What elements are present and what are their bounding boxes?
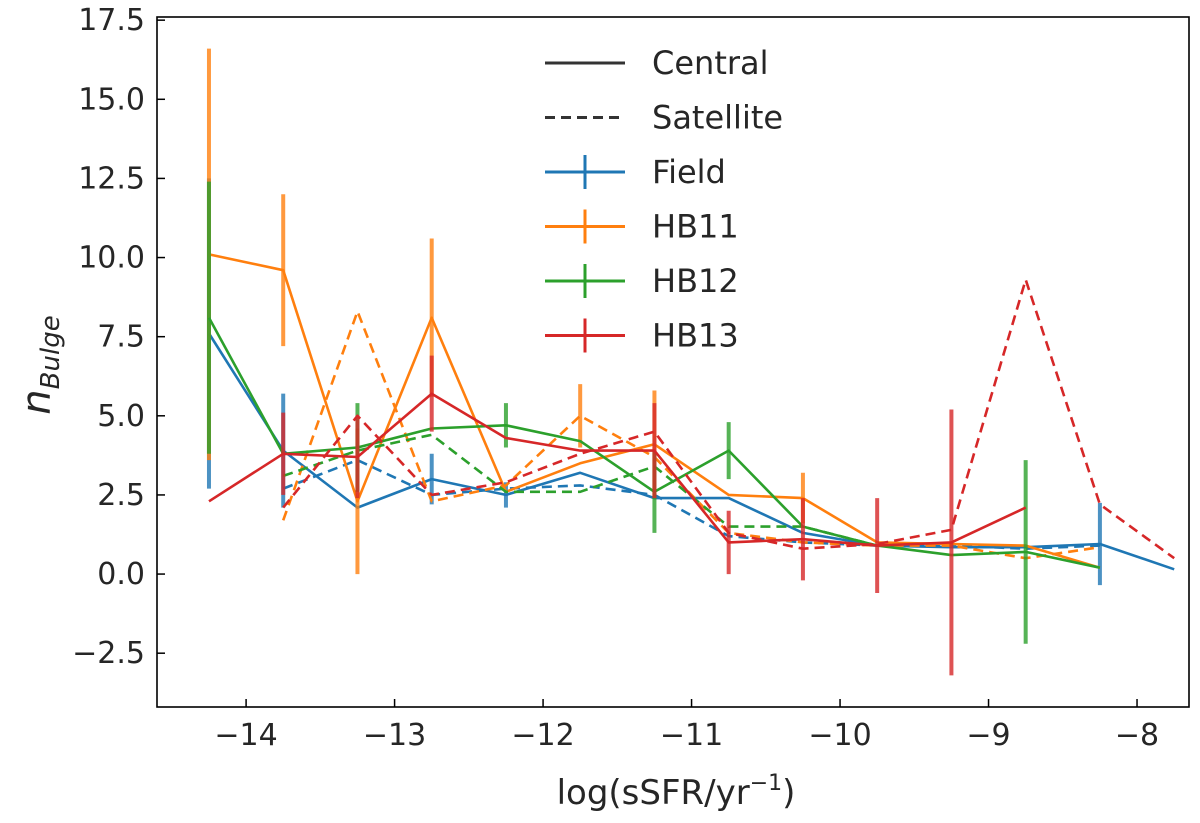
legend: Central Satellite Field HB11 HB12 HB13 — [545, 44, 783, 355]
y-tick-label: 7.5 — [97, 320, 145, 355]
y-tick-label: 12.5 — [78, 161, 145, 196]
y-tick-label: 10.0 — [78, 241, 145, 276]
x-axis-label-exponent: −1 — [750, 771, 782, 796]
hb13-satellite-line — [282, 278, 1175, 560]
y-tick-label: 0.0 — [97, 557, 145, 592]
x-tick-label: −9 — [966, 718, 1010, 753]
series-layer — [206, 48, 1175, 676]
y-tick-label: 2.5 — [97, 478, 145, 513]
plot-frame — [156, 16, 1190, 708]
y-tick-label: −2.5 — [72, 636, 145, 671]
x-tick-label: −11 — [660, 718, 723, 753]
y-axis-label-subscript: Bulge — [36, 315, 66, 389]
x-tick-label: −8 — [1115, 718, 1159, 753]
hb13-central-line — [208, 392, 1027, 547]
y-tick-label: 15.0 — [78, 82, 145, 117]
legend-field-label: Field — [652, 153, 726, 191]
hb12-satellite-line — [282, 433, 878, 547]
legend-hb13-label: HB13 — [652, 317, 739, 355]
x-axis-label: log(sSFR/yr−1) — [557, 771, 796, 813]
legend-hb11-label: HB11 — [652, 208, 739, 246]
legend-central-label: Central — [652, 44, 769, 82]
ticks-layer: −14 −13 −12 −11 −10 −9 −8 −2.5 0.0 2.5 5.0 7.5 10.0 1… — [72, 3, 1159, 753]
x-axis-label-main: log(sSFR/yr — [557, 773, 750, 813]
series-hb13 — [208, 278, 1175, 676]
x-tick-label: −10 — [808, 718, 871, 753]
x-tick-label: −14 — [214, 718, 277, 753]
x-axis-label-close: ) — [782, 773, 795, 813]
y-tick-label: 17.5 — [78, 3, 145, 38]
legend-hb12-label: HB12 — [652, 262, 739, 300]
y-axis-label: nBulge — [14, 315, 66, 414]
x-tick-label: −12 — [511, 718, 574, 753]
legend-satellite-label: Satellite — [652, 99, 783, 137]
y-tick-label: 5.0 — [97, 399, 145, 434]
y-axis-label-main: n — [14, 389, 60, 414]
x-tick-label: −13 — [363, 718, 426, 753]
field-satellite-line — [282, 458, 1100, 551]
